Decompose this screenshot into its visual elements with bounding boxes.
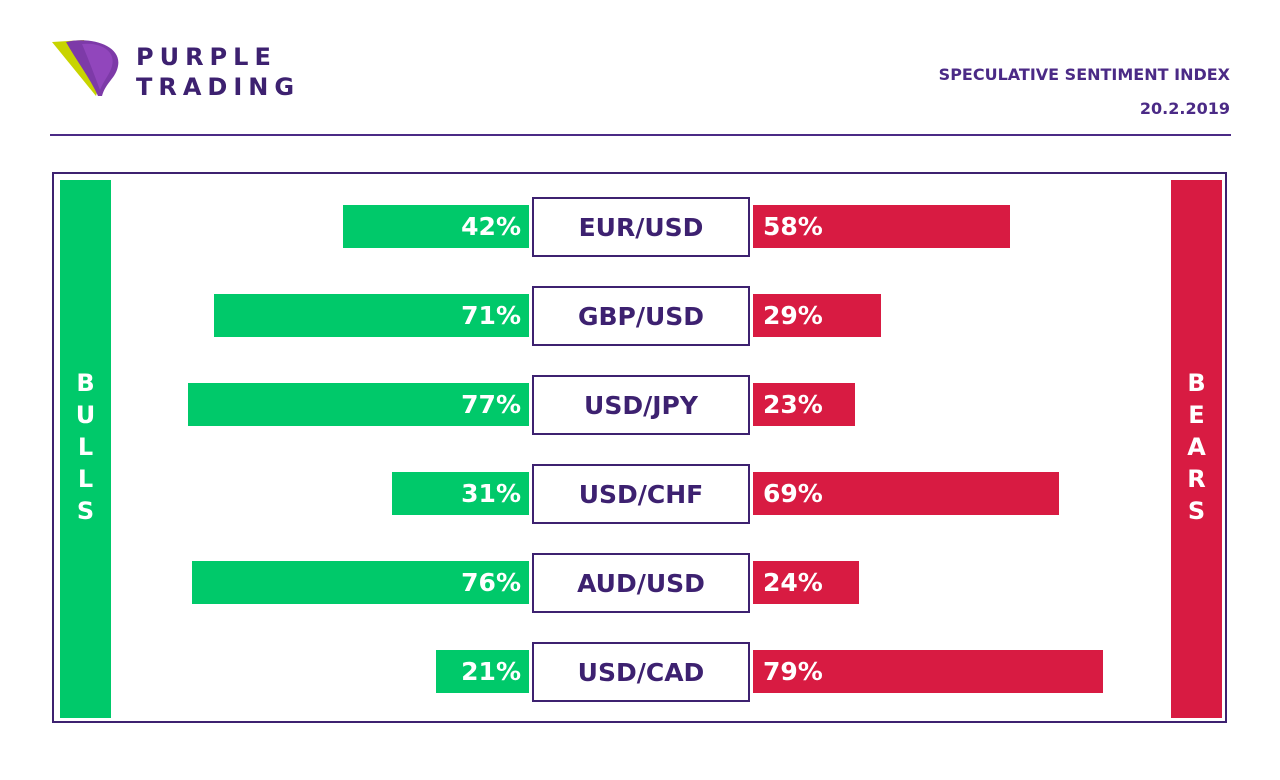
bull-bar xyxy=(391,472,529,515)
bear-value-label: 58% xyxy=(763,212,823,241)
bull-value-label: 76% xyxy=(461,568,521,597)
bull-bar xyxy=(187,383,529,426)
bear-value-label: 23% xyxy=(763,390,823,419)
bulls-side-label: BULLS xyxy=(60,180,111,718)
bear-value-label: 29% xyxy=(763,301,823,330)
bull-bar xyxy=(192,561,529,604)
bull-value-label: 21% xyxy=(461,657,521,686)
page-title: SPECULATIVE SENTIMENT INDEX xyxy=(938,65,1230,84)
report-date: 20.2.2019 xyxy=(1139,99,1230,118)
currency-pair-label: AUD/USD xyxy=(532,553,750,613)
bear-bar xyxy=(753,205,1010,248)
bear-bar xyxy=(753,472,1059,515)
brand-line-1: PURPLE xyxy=(136,43,277,71)
bear-value-label: 79% xyxy=(763,657,823,686)
bull-value-label: 71% xyxy=(461,301,521,330)
bear-bar xyxy=(753,650,1103,693)
bull-value-label: 31% xyxy=(461,479,521,508)
brand-line-2: TRADING xyxy=(136,73,301,101)
currency-pair-label: USD/CHF xyxy=(532,464,750,524)
bull-bar xyxy=(214,294,529,337)
currency-pair-label: EUR/USD xyxy=(532,197,750,257)
bear-value-label: 24% xyxy=(763,568,823,597)
currency-pair-label: USD/JPY xyxy=(532,375,750,435)
bull-bar xyxy=(342,205,529,248)
header-divider xyxy=(50,134,1231,136)
bear-value-label: 69% xyxy=(763,479,823,508)
header-info: SPECULATIVE SENTIMENT INDEX 20.2.2019 xyxy=(939,58,1230,126)
bear-bar xyxy=(753,383,855,426)
purple-trading-logo-icon xyxy=(52,40,119,96)
chart-frame xyxy=(52,172,1227,723)
brand-name: PURPLE TRADING xyxy=(136,42,300,102)
currency-pair-label: GBP/USD xyxy=(532,286,750,346)
bears-side-label: BEARS xyxy=(1171,180,1222,718)
bull-value-label: 77% xyxy=(461,390,521,419)
bear-bar xyxy=(753,294,882,337)
bear-bar xyxy=(753,561,860,604)
currency-pair-label: USD/CAD xyxy=(532,642,750,702)
bull-bar xyxy=(435,650,529,693)
bull-value-label: 42% xyxy=(461,212,521,241)
